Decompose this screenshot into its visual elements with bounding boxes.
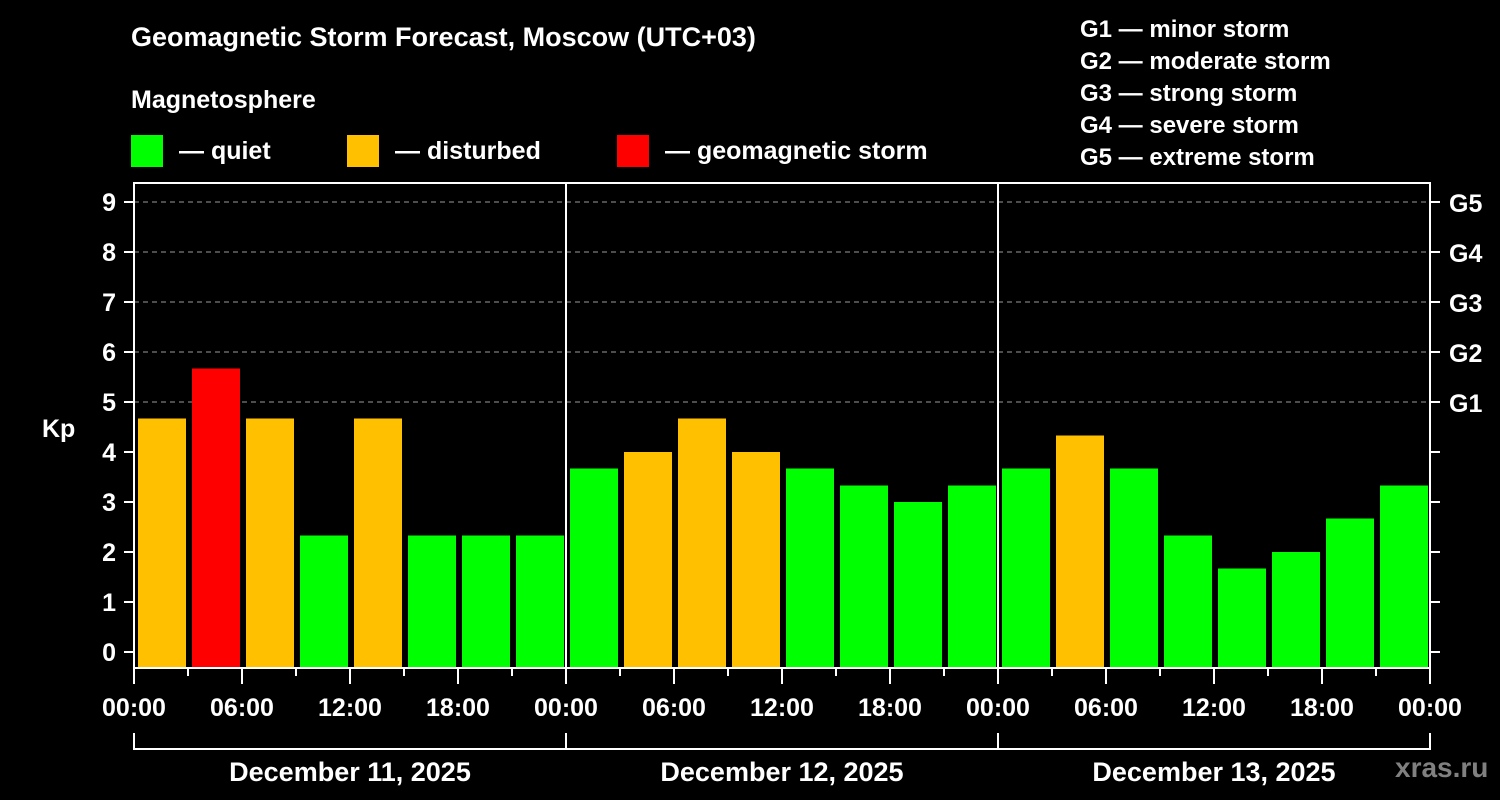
g3-legend: G3 — strong storm: [1080, 80, 1298, 107]
kp-bar: [948, 485, 996, 668]
kp-bar: [732, 452, 780, 668]
kp-bar: [1218, 568, 1266, 668]
kp-bar: [1272, 552, 1320, 668]
watermark: xras.ru: [1395, 752, 1489, 783]
quiet-swatch: [131, 135, 163, 167]
day-bracket: [565, 733, 999, 750]
kp-bar: [624, 452, 672, 668]
y-tick-label: 3: [102, 489, 116, 517]
kp-bar: [408, 535, 456, 668]
kp-bar: [1380, 485, 1428, 668]
kp-bar: [516, 535, 564, 668]
g-scale-label: G2: [1449, 340, 1482, 368]
x-tick-label: 18:00: [858, 694, 922, 722]
y-tick-label: 8: [102, 239, 116, 267]
kp-bar: [1110, 468, 1158, 668]
x-tick-label: 06:00: [642, 694, 706, 722]
kp-bar: [138, 418, 186, 668]
kp-bar: [246, 418, 294, 668]
day-label: December 11, 2025: [229, 757, 471, 787]
kp-bar: [894, 502, 942, 668]
legend-label-storm: — geomagnetic storm: [665, 136, 928, 165]
g-scale-label: G4: [1449, 240, 1482, 268]
x-tick-label: 18:00: [426, 694, 490, 722]
x-tick-label: 00:00: [966, 694, 1030, 722]
g5-legend: G5 — extreme storm: [1080, 144, 1315, 171]
g-scale-label: G5: [1449, 190, 1482, 218]
day-label: December 13, 2025: [1092, 757, 1335, 787]
kp-bar: [192, 368, 240, 668]
y-tick-label: 0: [102, 639, 116, 667]
storm-swatch: [617, 135, 649, 167]
x-tick-label: 06:00: [210, 694, 274, 722]
y-tick-label: 2: [102, 539, 116, 567]
kp-bar: [1002, 468, 1050, 668]
g-scale-label: G3: [1449, 290, 1482, 318]
kp-bar: [462, 535, 510, 668]
chart-title: Geomagnetic Storm Forecast, Moscow (UTC+…: [131, 22, 756, 52]
y-tick-label: 4: [102, 439, 116, 467]
y-tick-label: 6: [102, 339, 116, 367]
y-tick-label: 1: [102, 589, 116, 617]
x-tick-label: 18:00: [1290, 694, 1354, 722]
g2-legend: G2 — moderate storm: [1080, 48, 1331, 75]
legend-item-disturbed: — disturbed: [347, 134, 541, 168]
kp-bar: [1056, 435, 1104, 668]
g-scale-legend: G1 — minor storm G2 — moderate storm G3 …: [1080, 14, 1331, 174]
x-tick-label: 00:00: [1398, 694, 1462, 722]
kp-bar: [570, 468, 618, 668]
disturbed-swatch: [347, 135, 379, 167]
kp-bar: [1326, 518, 1374, 668]
y-tick-label: 9: [102, 189, 116, 217]
x-tick-label: 12:00: [318, 694, 382, 722]
kp-bar: [678, 418, 726, 668]
y-axis-label: Kp: [42, 415, 75, 443]
x-tick-label: 00:00: [102, 694, 166, 722]
legend-title: Magnetosphere: [131, 86, 316, 114]
day-bracket: [133, 733, 567, 750]
x-tick-label: 06:00: [1074, 694, 1138, 722]
day-label: December 12, 2025: [660, 757, 903, 787]
g1-legend: G1 — minor storm: [1080, 16, 1290, 43]
y-tick-label: 7: [102, 289, 116, 317]
kp-bar: [786, 468, 834, 668]
legend-label-quiet: — quiet: [179, 136, 271, 165]
kp-bar: [840, 485, 888, 668]
day-bracket: [997, 733, 1431, 750]
kp-bar: [1164, 535, 1212, 668]
y-tick-label: 5: [102, 389, 116, 417]
kp-bar: [300, 535, 348, 668]
legend-item-quiet: — quiet: [131, 134, 271, 168]
g4-legend: G4 — severe storm: [1080, 112, 1299, 139]
x-tick-label: 12:00: [1182, 694, 1246, 722]
x-tick-label: 00:00: [534, 694, 598, 722]
x-tick-label: 12:00: [750, 694, 814, 722]
legend-label-disturbed: — disturbed: [395, 136, 541, 165]
g-scale-label: G1: [1449, 390, 1482, 418]
kp-bar: [354, 418, 402, 668]
legend-item-storm: — geomagnetic storm: [617, 134, 928, 168]
